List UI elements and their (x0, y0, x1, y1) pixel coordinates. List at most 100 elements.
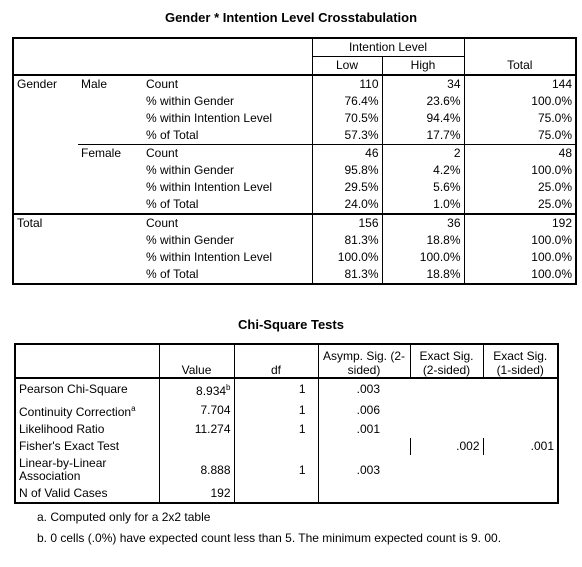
chisq-exact2-cell (410, 421, 483, 438)
crosstab-cell: 144 (463, 74, 576, 93)
chisq-df-text: 1 (298, 462, 306, 477)
crosstab-cell: 23.6% (381, 93, 464, 110)
crosstab-row-total-1: % within Gender 81.3% 18.8% 100.0% (13, 232, 576, 249)
crosstab-cell: 24.0% (311, 196, 382, 214)
crosstab-cell: 25.0% (463, 196, 576, 214)
chisq-df-text: 1 (298, 382, 306, 396)
crosstab-cell: 100.0% (311, 249, 382, 266)
chisq-row-label: Pearson Chi-Square (15, 377, 159, 400)
footnote-a: a. Computed only for a 2x2 table (37, 510, 211, 524)
chisq-value-cell: 8.934b (158, 377, 234, 400)
stat-label: % within Intention Level (146, 180, 273, 194)
chisq-corner (15, 344, 159, 378)
chisq-exact1-cell (483, 400, 558, 421)
crosstab-cell: 25.0% (463, 179, 576, 196)
crosstab-row-male-3: % of Total 57.3% 17.7% 75.0% (13, 127, 576, 145)
crosstab-row-male-2: % within Intention Level 70.5% 94.4% 75.0% (13, 110, 576, 127)
chisq-asymp-cell: .003 (317, 377, 410, 400)
header-total: Total (463, 56, 576, 75)
crosstab-cell: 100.0% (463, 162, 576, 179)
stat-label: Count (143, 144, 312, 162)
crosstab-cell: 100.0% (463, 232, 576, 249)
stat-label: % of Total (146, 267, 199, 281)
stat-label: % within Intention Level (146, 250, 273, 264)
chisq-df-cell (233, 485, 318, 503)
crosstab-table: Intention Level Low High Total Gender Mal… (12, 37, 577, 285)
chisq-exact1-cell (483, 485, 558, 503)
crosstab-cell: 81.3% (311, 266, 382, 284)
chisq-row: Pearson Chi-Square 8.934b 1 .003 (15, 377, 558, 400)
chisq-row-label-text: Linear-by-Linear Association (19, 456, 107, 483)
crosstab-cell: 36 (381, 213, 464, 232)
chisq-exact1-cell (483, 455, 558, 485)
chisq-row: N of Valid Cases 192 (15, 485, 558, 503)
chisq-asymp-cell: .006 (317, 400, 410, 421)
chisq-exact2-text: .002 (456, 439, 480, 453)
crosstab-cell: 75.0% (463, 110, 576, 127)
crosstab-cell: 192 (463, 213, 576, 232)
crosstab-cell: 1.0% (381, 196, 464, 214)
crosstab-cell: 18.8% (381, 232, 464, 249)
crosstab-cell: 57.3% (311, 127, 382, 145)
crosstab-cell: 156 (311, 213, 382, 232)
crosstab-cell: 100.0% (381, 249, 464, 266)
stat-label: % within Gender (146, 163, 235, 177)
crosstab-cell: 100.0% (463, 93, 576, 110)
chisq-row: Likelihood Ratio 11.274 1 .001 (15, 421, 558, 438)
crosstab-cell: 2 (381, 144, 464, 162)
chisq-row-label-text: N of Valid Cases (19, 486, 108, 500)
chisq-header-exact2: Exact Sig. (2-sided) (409, 344, 483, 378)
chisq-value-text: 7.704 (200, 403, 231, 417)
chisq-exact2-cell (410, 455, 483, 485)
chisq-asymp-cell (317, 438, 410, 455)
chisq-header-value: Value (158, 344, 234, 378)
chisq-exact1-cell (483, 377, 558, 400)
chisq-asymp-cell (317, 485, 410, 503)
chisq-exact1-text: .001 (530, 439, 554, 453)
row-var-gender: Gender (13, 74, 78, 214)
crosstab-row-female-1: % within Gender 95.8% 4.2% 100.0% (13, 162, 576, 179)
chisq-row-label: Continuity Correctiona (15, 400, 159, 421)
crosstab-cell: 100.0% (463, 249, 576, 266)
chisq-row-label: Linear-by-Linear Association (15, 455, 159, 485)
chisq-value-cell: 7.704 (158, 400, 234, 421)
chisq-df-cell: 1 (233, 455, 318, 485)
chisq-exact1-cell (483, 421, 558, 438)
header-row-columns: Low High Total (13, 56, 576, 75)
crosstab-cell: 81.3% (311, 232, 382, 249)
chisq-row-label-text: Pearson Chi-Square (19, 382, 128, 396)
chisq-value-text: 8.934 (196, 384, 227, 398)
chisq-value-cell: 192 (158, 485, 234, 503)
chisq-df-cell: 1 (233, 377, 318, 400)
chisq-row-label-text: Likelihood Ratio (19, 422, 105, 436)
chisq-title: Chi-Square Tests (238, 317, 344, 332)
crosstab-row-male-1: % within Gender 76.4% 23.6% 100.0% (13, 93, 576, 110)
chisq-header-df: df (233, 344, 318, 378)
chisq-exact2-cell (410, 485, 483, 503)
crosstab-row-female-0: Female Count 46 2 48 (13, 144, 576, 214)
stat-label: % within Gender (146, 94, 235, 108)
crosstab-cell: 34 (381, 74, 464, 93)
stat-label: Count (143, 213, 312, 232)
chisq-df-text: 1 (298, 422, 306, 436)
chisq-asymp-text: .003 (356, 462, 380, 477)
crosstab-cell: 70.5% (311, 110, 382, 127)
stat-label: % within Intention Level (146, 111, 273, 125)
crosstab-cell: 17.7% (381, 127, 464, 145)
crosstab-row-total-3: % of Total 81.3% 18.8% 100.0% (13, 266, 576, 284)
row-label-male: Male (78, 74, 143, 145)
crosstab-cell: 4.2% (381, 162, 464, 179)
chisq-row: Fisher's Exact Test .002 .001 (15, 438, 558, 455)
chisq-row: Continuity Correctiona 7.704 1 .006 (15, 400, 558, 421)
crosstab-cell: 94.4% (381, 110, 464, 127)
chisq-row: Linear-by-Linear Association 8.888 1 .003 (15, 455, 558, 485)
chisq-header-exact1: Exact Sig. (1-sided) (482, 344, 558, 378)
crosstab-cell: 100.0% (463, 266, 576, 284)
crosstab-cell: 95.8% (311, 162, 382, 179)
chisq-exact2-cell: .002 (409, 438, 483, 455)
crosstab-row-male-0: Gender Male Count 110 34 144 (13, 74, 576, 214)
chisq-df-cell: 1 (233, 400, 318, 421)
crosstab-row-total-2: % within Intention Level 100.0% 100.0% 100.… (13, 249, 576, 266)
chisq-header-asymp: Asymp. Sig. (2-sided) (317, 344, 410, 378)
crosstab-cell: 5.6% (381, 179, 464, 196)
